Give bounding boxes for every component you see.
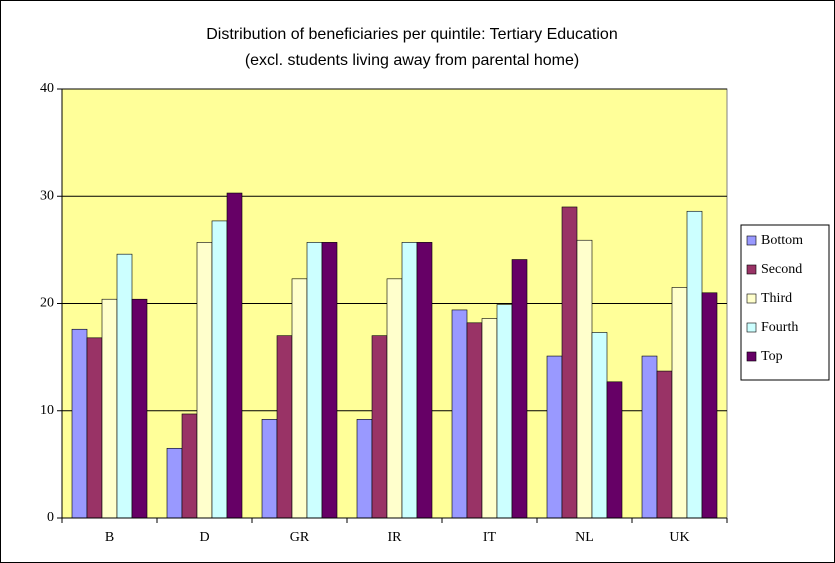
bar bbox=[546, 355, 563, 519]
bar bbox=[211, 220, 228, 519]
bar bbox=[481, 318, 498, 519]
bar bbox=[321, 242, 338, 519]
bar bbox=[86, 337, 103, 519]
bar bbox=[276, 335, 293, 519]
x-tick-label: IR bbox=[388, 530, 403, 545]
bar bbox=[511, 259, 528, 519]
bar bbox=[671, 287, 688, 519]
bar bbox=[701, 292, 718, 519]
bar bbox=[71, 328, 88, 519]
bar bbox=[386, 278, 403, 519]
bar bbox=[131, 298, 148, 519]
x-tick-label: GR bbox=[290, 530, 310, 545]
bar bbox=[261, 419, 278, 519]
x-tick-label: NL bbox=[575, 530, 594, 545]
x-tick-label: B bbox=[105, 530, 114, 545]
legend-label: Fourth bbox=[761, 320, 798, 335]
x-tick-label: UK bbox=[669, 530, 689, 545]
chart-subtitle: (excl. students living away from parenta… bbox=[245, 52, 579, 69]
legend-swatch bbox=[746, 264, 757, 275]
bar bbox=[226, 192, 243, 519]
legend-swatch bbox=[746, 235, 757, 246]
legend-label: Second bbox=[761, 262, 802, 277]
bar bbox=[656, 370, 673, 519]
bar bbox=[591, 332, 608, 519]
y-tick-label: 30 bbox=[40, 188, 54, 203]
y-tick-label: 10 bbox=[40, 403, 54, 418]
x-tick-label: IT bbox=[483, 530, 497, 545]
bar bbox=[356, 419, 373, 519]
bar bbox=[401, 242, 418, 519]
legend-swatch bbox=[746, 322, 757, 333]
x-tick-label: D bbox=[199, 530, 209, 545]
bar bbox=[371, 335, 388, 519]
bar bbox=[306, 242, 323, 519]
y-tick-label: 0 bbox=[47, 510, 54, 525]
bar bbox=[451, 309, 468, 519]
bar bbox=[291, 278, 308, 519]
legend-label: Third bbox=[761, 291, 792, 306]
bar bbox=[641, 355, 658, 519]
bar bbox=[416, 242, 433, 519]
y-tick-label: 20 bbox=[40, 296, 54, 311]
bar bbox=[166, 447, 183, 519]
bar bbox=[181, 413, 198, 519]
bar bbox=[576, 239, 593, 519]
y-tick-label: 40 bbox=[40, 81, 54, 96]
legend-label: Top bbox=[761, 349, 783, 364]
bar bbox=[496, 304, 513, 519]
chart-title: Distribution of beneficiaries per quinti… bbox=[206, 26, 617, 43]
bar bbox=[101, 298, 118, 519]
bar bbox=[686, 210, 703, 519]
bar bbox=[606, 381, 623, 519]
bar bbox=[561, 206, 578, 519]
legend-swatch bbox=[746, 351, 757, 362]
bar bbox=[116, 253, 133, 519]
bar bbox=[196, 242, 213, 519]
legend-label: Bottom bbox=[761, 233, 803, 248]
legend-swatch bbox=[746, 293, 757, 304]
bar bbox=[466, 322, 483, 519]
